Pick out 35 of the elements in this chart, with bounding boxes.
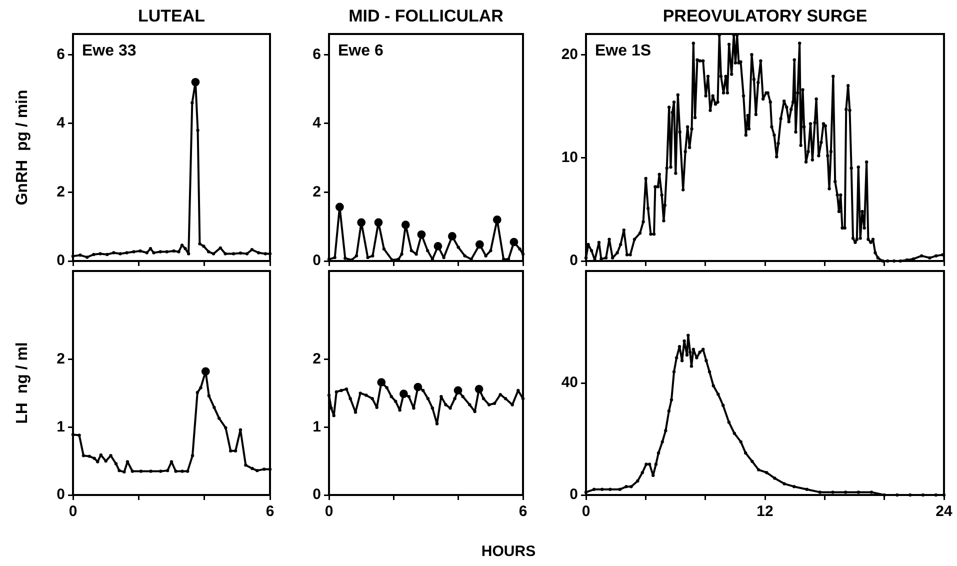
x-tick-label: 12 bbox=[756, 503, 774, 520]
y-tick-label: 10 bbox=[561, 148, 578, 166]
chart-title: MID - FOLLICULAR bbox=[348, 6, 504, 26]
y-tick-label: 0 bbox=[56, 252, 65, 270]
annotation: Ewe 6 bbox=[338, 42, 384, 60]
y-tick-label: 40 bbox=[561, 374, 578, 392]
y-axis-title: GnRH pg / min bbox=[14, 90, 32, 206]
y-tick-label: 2 bbox=[312, 350, 321, 368]
x-tick-label: 0 bbox=[324, 503, 334, 520]
y-tick-label: 6 bbox=[56, 46, 65, 63]
y-tick-label: 0 bbox=[56, 486, 65, 504]
y-tick-label: 1 bbox=[312, 418, 321, 436]
y-tick-label: 6 bbox=[312, 46, 321, 63]
y-tick-label: 2 bbox=[312, 183, 321, 200]
x-tick-label: 6 bbox=[266, 503, 274, 520]
y-tick-label: 0 bbox=[570, 252, 578, 270]
annotation: Ewe 1S bbox=[595, 42, 652, 60]
annotation: Ewe 33 bbox=[82, 42, 136, 60]
y-tick-label: 4 bbox=[56, 114, 66, 132]
chart-title: PREOVULATORY SURGE bbox=[662, 6, 868, 26]
y-axis-title: LH ng / ml bbox=[14, 342, 32, 424]
x-tick-label: 24 bbox=[936, 503, 953, 520]
y-tick-label: 4 bbox=[312, 114, 322, 132]
x-tick-label: 6 bbox=[518, 503, 528, 520]
y-tick-label: 20 bbox=[561, 46, 578, 63]
y-tick-label: 2 bbox=[56, 350, 65, 368]
y-tick-label: 0 bbox=[312, 252, 321, 270]
y-tick-label: 1 bbox=[56, 418, 65, 436]
x-tick-label: 0 bbox=[582, 503, 590, 520]
x-axis-title: HOURS bbox=[481, 543, 536, 561]
y-tick-label: 2 bbox=[56, 183, 65, 200]
y-tick-label: 0 bbox=[312, 486, 321, 504]
y-tick-label: 0 bbox=[570, 486, 578, 504]
x-tick-label: 0 bbox=[68, 503, 78, 520]
chart-title: LUTEAL bbox=[138, 6, 206, 26]
